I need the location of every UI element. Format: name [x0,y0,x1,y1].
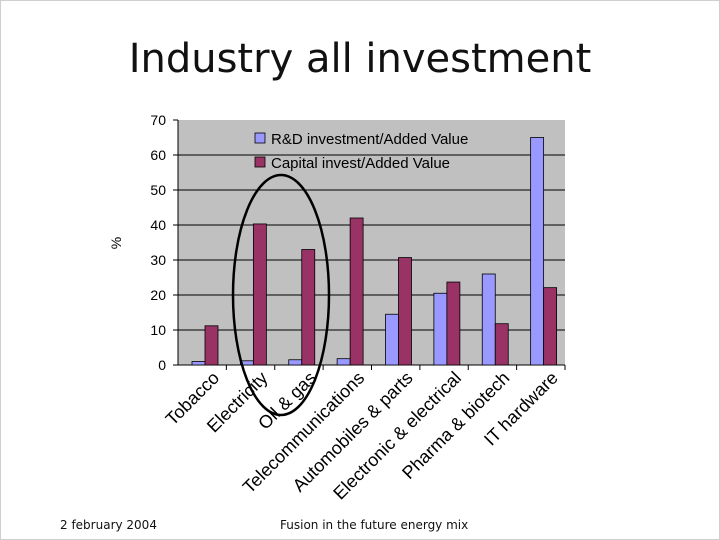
bar-capital-6 [494,323,509,366]
legend-label-1: Capital invest/Added Value [271,155,450,172]
bar-capital-2 [301,249,316,366]
bar-rd-5 [433,292,448,366]
y-tick-label: 50 [150,182,166,198]
bar-capital-7 [543,287,558,366]
bar-rd-6 [481,273,496,366]
bar-capital-0 [204,325,219,366]
highlight-ellipse [231,173,331,417]
footer-date: 2 february 2004 [60,518,157,532]
legend-label-0: R&D investment/Added Value [271,131,468,148]
bar-capital-1 [252,223,267,366]
bar-rd-7 [530,137,545,366]
bar-rd-0 [191,361,206,366]
legend-swatch-0 [254,132,266,144]
y-tick-label: 70 [150,112,166,128]
legend-swatch-1 [254,156,266,168]
bar-rd-2 [288,359,303,366]
bar-capital-3 [349,217,364,366]
y-axis-label: % [108,237,124,249]
footer-caption: Fusion in the future energy mix [280,518,469,532]
y-tick-label: 10 [150,322,166,338]
bar-rd-4 [385,313,399,366]
slide-title: Industry all investment [128,36,592,82]
y-tick-label: 0 [158,357,166,373]
y-tick-label: 30 [150,252,166,268]
y-tick-label: 40 [150,217,166,233]
y-tick-label: 20 [150,287,166,303]
bar-rd-3 [336,358,351,366]
bar-capital-4 [398,257,412,366]
y-tick-label: 60 [150,147,166,163]
bar-capital-5 [446,281,461,366]
